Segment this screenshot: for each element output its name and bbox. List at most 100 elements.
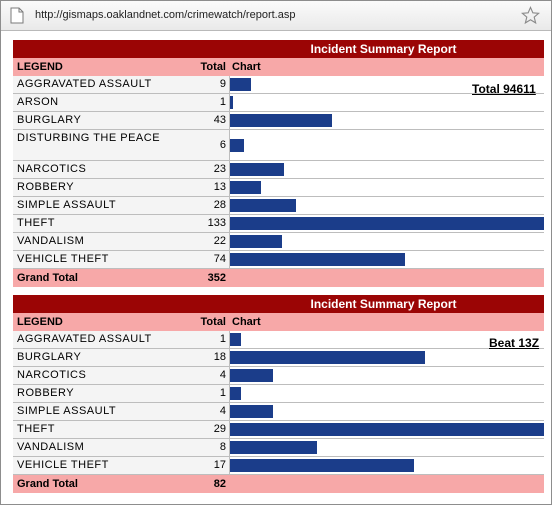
star-icon[interactable] [521, 6, 540, 25]
chart-bar [230, 253, 405, 266]
column-chart: Chart [232, 316, 261, 328]
legend-cell [13, 197, 230, 214]
page-icon [10, 7, 24, 24]
legend-cell [13, 233, 230, 250]
crime-total: 22 [213, 235, 226, 247]
grand-total-row: Grand Total 82 [13, 475, 544, 493]
report-rows: AGGRAVATED ASSAULT 9 ARSON 1 BURGLARY 43 DISTU… [13, 76, 544, 269]
grand-total-label: Grand Total [17, 478, 78, 490]
table-row: ROBBERY 1 [13, 385, 544, 403]
chart-bar [230, 459, 414, 472]
legend-cell [13, 403, 230, 420]
table-row: SIMPLE ASSAULT 28 [13, 197, 544, 215]
chart-bar [230, 351, 425, 364]
crime-total: 8 [219, 441, 226, 453]
crime-type-label: ROBBERY [17, 387, 75, 399]
legend-cell [13, 161, 230, 178]
crime-type-label: THEFT [17, 423, 55, 435]
chart-bar [230, 217, 544, 230]
legend-cell [13, 94, 230, 111]
table-row: THEFT 133 [13, 215, 544, 233]
legend-cell [13, 439, 230, 456]
chart-bar [230, 163, 284, 176]
crime-type-label: ROBBERY [17, 181, 75, 193]
grand-total-label: Grand Total [17, 272, 78, 284]
chart-bar [230, 199, 296, 212]
incident-report-1: Incident Summary Report LEGEND Total Cha… [13, 40, 544, 287]
chart-bar [230, 78, 251, 91]
table-row: VANDALISM 22 [13, 233, 544, 251]
crime-type-label: NARCOTICS [17, 369, 87, 381]
grand-total-value: 82 [213, 478, 226, 490]
table-row: DISTURBING THE PEACE 6 [13, 130, 544, 161]
crime-type-label: SIMPLE ASSAULT [17, 405, 117, 417]
crime-total: 74 [213, 253, 226, 265]
crime-total: 28 [213, 199, 226, 211]
crime-type-label: NARCOTICS [17, 163, 87, 175]
chart-bar [230, 96, 233, 109]
legend-cell [13, 251, 230, 268]
url-text[interactable]: http://gismaps.oaklandnet.com/crimewatch… [35, 9, 296, 21]
crime-total: 17 [213, 459, 226, 471]
table-row: NARCOTICS 4 [13, 367, 544, 385]
chart-bar [230, 181, 261, 194]
table-row: BURGLARY 18 [13, 349, 544, 367]
incident-report-2: Incident Summary Report LEGEND Total Cha… [13, 295, 544, 493]
crime-total: 133 [207, 217, 226, 229]
report-title: Incident Summary Report [13, 295, 544, 313]
crime-type-label: DISTURBING THE PEACE [17, 132, 161, 144]
crime-type-label: BURGLARY [17, 114, 82, 126]
table-row: BURGLARY 43 [13, 112, 544, 130]
table-row: AGGRAVATED ASSAULT 9 [13, 76, 544, 94]
chart-bar [230, 441, 317, 454]
legend-cell [13, 331, 230, 348]
crime-total: 1 [219, 96, 226, 108]
crime-total: 1 [219, 387, 226, 399]
crime-type-label: VANDALISM [17, 441, 85, 453]
legend-cell [13, 367, 230, 384]
chart-bar [230, 333, 241, 346]
table-row: VANDALISM 8 [13, 439, 544, 457]
chart-bar [230, 114, 332, 127]
crime-type-label: THEFT [17, 217, 55, 229]
chart-bar [230, 139, 244, 152]
crime-type-label: AGGRAVATED ASSAULT [17, 78, 152, 90]
zip-total-link[interactable]: Total 94611 [472, 82, 536, 96]
crime-total: 4 [219, 405, 226, 417]
column-chart: Chart [232, 61, 261, 73]
crime-total: 1 [219, 333, 226, 345]
crime-total: 29 [213, 423, 226, 435]
chart-bar [230, 369, 273, 382]
chart-bar [230, 423, 544, 436]
column-headers: LEGEND Total Chart [13, 58, 544, 76]
legend-cell [13, 349, 230, 366]
chart-bar [230, 405, 273, 418]
chart-bar [230, 235, 282, 248]
legend-cell [13, 215, 230, 232]
crime-type-label: VEHICLE THEFT [17, 459, 109, 471]
legend-cell [13, 457, 230, 474]
legend-cell [13, 76, 230, 93]
crime-type-label: SIMPLE ASSAULT [17, 199, 117, 211]
chart-bar [230, 387, 241, 400]
beat-link[interactable]: Beat 13Z [489, 336, 540, 350]
column-total: Total [200, 316, 226, 328]
crime-type-label: VANDALISM [17, 235, 85, 247]
crime-type-label: AGGRAVATED ASSAULT [17, 333, 152, 345]
crime-total: 4 [219, 369, 226, 381]
report-title: Incident Summary Report [13, 40, 544, 58]
column-legend: LEGEND [17, 316, 63, 328]
table-row: VEHICLE THEFT 74 [13, 251, 544, 269]
table-row: THEFT 29 [13, 421, 544, 439]
crime-type-label: VEHICLE THEFT [17, 253, 109, 265]
crime-total: 6 [219, 139, 226, 151]
report-rows: AGGRAVATED ASSAULT 1 BURGLARY 18 NARCOTICS 4 R… [13, 331, 544, 475]
crime-type-label: ARSON [17, 96, 59, 108]
address-bar[interactable]: http://gismaps.oaklandnet.com/crimewatch… [1, 1, 551, 31]
legend-cell [13, 179, 230, 196]
table-row: ARSON 1 [13, 94, 544, 112]
crime-total: 18 [213, 351, 226, 363]
legend-cell [13, 421, 230, 438]
crime-total: 9 [219, 78, 226, 90]
